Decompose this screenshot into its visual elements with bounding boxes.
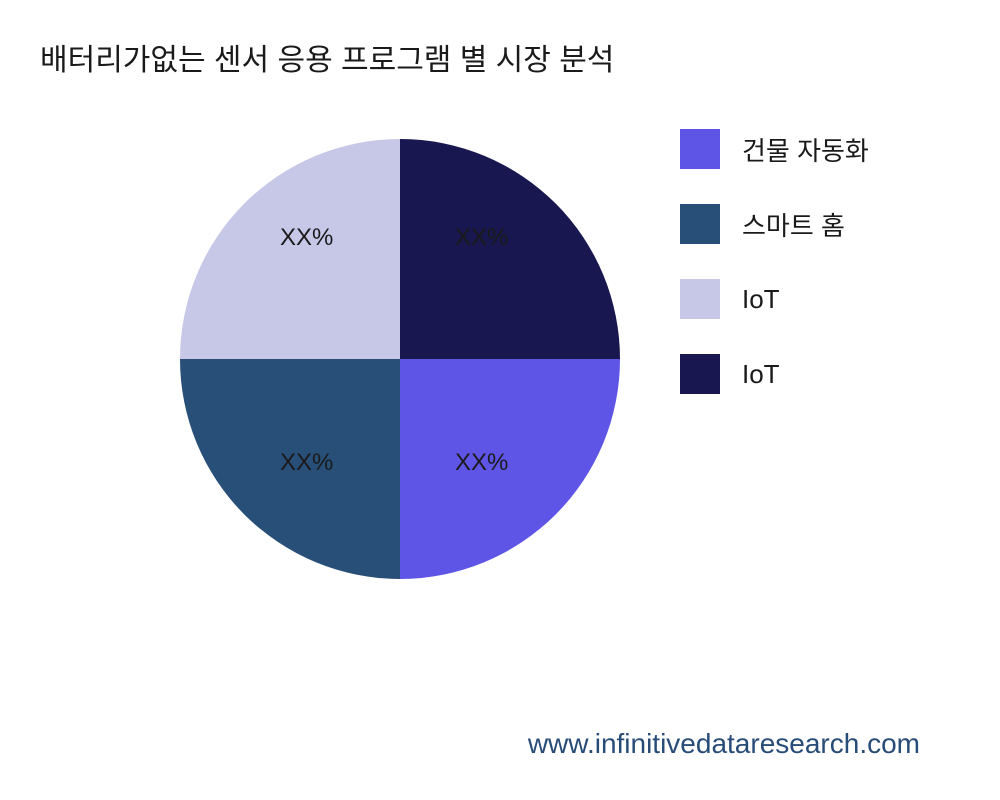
- chart-title: 배터리가없는 센서 응용 프로그램 별 시장 분석: [40, 35, 960, 79]
- chart-area: XX% XX% XX% XX% 건물 자동화 스마트 홈 IoT IoT: [40, 119, 960, 659]
- chart-container: 배터리가없는 센서 응용 프로그램 별 시장 분석 XX% XX% XX% XX…: [0, 0, 1000, 800]
- footer-link[interactable]: www.infinitivedataresearch.com: [528, 728, 920, 760]
- legend-swatch: [680, 354, 720, 394]
- legend-label: IoT: [742, 284, 780, 315]
- legend-item: IoT: [680, 279, 869, 319]
- pie-chart: XX% XX% XX% XX%: [180, 139, 620, 579]
- legend-item: IoT: [680, 354, 869, 394]
- legend-swatch: [680, 279, 720, 319]
- legend-label: 건물 자동화: [742, 131, 869, 168]
- legend-swatch: [680, 204, 720, 244]
- legend-label: IoT: [742, 359, 780, 390]
- legend-swatch: [680, 129, 720, 169]
- legend-label: 스마트 홈: [742, 206, 845, 243]
- legend-item: 건물 자동화: [680, 129, 869, 169]
- legend: 건물 자동화 스마트 홈 IoT IoT: [680, 129, 869, 394]
- legend-item: 스마트 홈: [680, 204, 869, 244]
